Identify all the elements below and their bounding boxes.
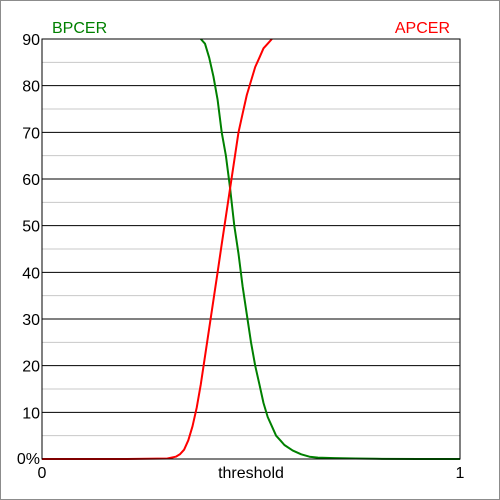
- plot-area: [41, 38, 461, 460]
- series-line-apcer: [42, 38, 273, 460]
- y-tick-label: 30: [22, 312, 40, 329]
- x-axis-title: threshold: [218, 465, 284, 482]
- legend-label-apcer: APCER: [395, 20, 450, 37]
- legend: BPCER APCER: [52, 20, 450, 37]
- grid-layer: [42, 61, 460, 437]
- tick-layer: 0% 10 20 30 40 50 60 70 80 90 0 1: [17, 32, 465, 482]
- y-tick-label: 10: [22, 405, 40, 422]
- series-line-bpcer: [200, 38, 460, 460]
- y-tick-label: 20: [22, 359, 40, 376]
- y-tick-label: 70: [22, 125, 40, 142]
- x-tick-label: 1: [456, 465, 465, 482]
- series-layer: [42, 38, 460, 460]
- y-tick-label: 0%: [17, 451, 40, 468]
- y-tick-label: 50: [22, 219, 40, 236]
- y-tick-label: 40: [22, 265, 40, 282]
- y-tick-label: 60: [22, 172, 40, 189]
- y-tick-label: 90: [22, 32, 40, 49]
- legend-label-bpcer: BPCER: [52, 20, 107, 37]
- x-tick-label: 0: [38, 465, 47, 482]
- y-tick-label: 80: [22, 79, 40, 96]
